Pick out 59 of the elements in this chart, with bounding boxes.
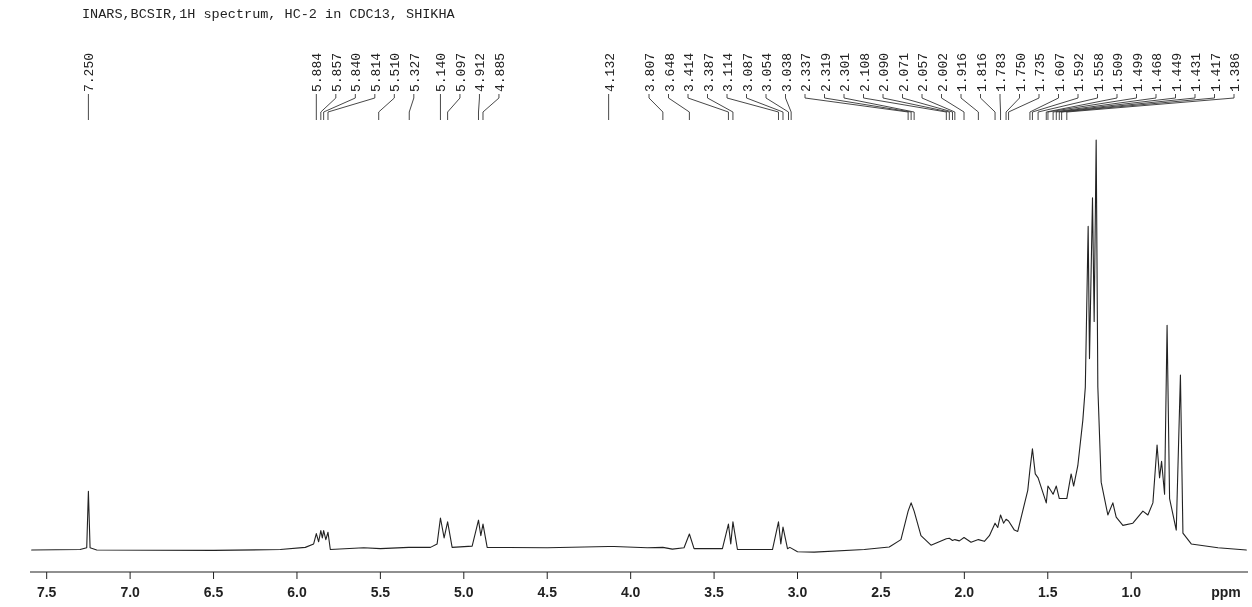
annotation: 1.735 <box>1033 52 1048 92</box>
x-tick-label: 5.5 <box>370 584 391 600</box>
annotation: 2.337 <box>799 52 814 92</box>
annotation: 5.840 <box>349 52 365 92</box>
annotation: 1.816 <box>974 52 990 92</box>
annotation: 1.449 <box>1169 52 1185 92</box>
chart-title: INARS,BCSIR,1H spectrum, HC-2 in CDC13, SHIKHA <box>82 7 456 22</box>
annotation: 7.250 <box>82 52 98 92</box>
annotation: 4.885 <box>492 52 508 92</box>
annotation: 5.097 <box>453 52 469 92</box>
annotation: 2.002 <box>935 52 951 92</box>
annotation: 3.807 <box>643 52 658 92</box>
x-axis-title: ppm <box>1211 584 1241 600</box>
x-tick-label: 2.0 <box>954 584 975 600</box>
annotation: 3.387 <box>701 52 717 92</box>
annotation: 5.857 <box>329 52 345 92</box>
x-tick-label: 5.0 <box>454 584 474 600</box>
annotation: 5.327 <box>407 52 423 92</box>
annotation: 1.916 <box>955 52 970 92</box>
x-tick-label: 1.5 <box>1038 584 1058 600</box>
x-tick-label: 6.0 <box>287 584 307 600</box>
annotation: 5.140 <box>434 52 450 92</box>
annotation: 2.108 <box>857 52 873 92</box>
annotation: 3.414 <box>682 52 697 92</box>
annotation: 2.301 <box>838 52 853 92</box>
annotation: 4.912 <box>473 52 489 92</box>
x-tick-label: 4.0 <box>620 584 641 600</box>
annotation: 5.510 <box>388 52 404 92</box>
annotation: 3.087 <box>740 52 756 92</box>
x-tick-label: 7.0 <box>120 584 141 600</box>
annotation: 2.319 <box>818 52 834 92</box>
annotation: 1.558 <box>1091 52 1107 92</box>
x-tick-label: 3.5 <box>704 584 725 600</box>
annotation: 4.132 <box>602 52 618 92</box>
annotation: 1.417 <box>1208 52 1224 92</box>
x-tick-label: 1.0 <box>1121 584 1142 600</box>
x-tick-label: 6.5 <box>203 584 224 600</box>
annotation: 1.783 <box>994 52 1009 92</box>
x-tick-label: 4.5 <box>537 584 558 600</box>
annotation: 3.054 <box>760 52 775 92</box>
annotation: 2.090 <box>877 52 892 92</box>
x-tick-label: 3.0 <box>787 584 808 600</box>
annotation: 1.386 <box>1228 52 1243 92</box>
annotation: 1.431 <box>1189 52 1204 92</box>
annotation: 1.607 <box>1052 52 1068 92</box>
annotation: 1.509 <box>1111 52 1126 92</box>
annotation: 3.038 <box>779 52 795 92</box>
annotation: 1.592 <box>1072 52 1087 92</box>
x-tick-label: 2.5 <box>871 584 891 600</box>
annotation: 2.071 <box>896 52 912 92</box>
annotation: 1.468 <box>1150 52 1165 92</box>
annotation: 3.114 <box>721 52 736 92</box>
annotation: 1.750 <box>1013 52 1029 92</box>
annotation: 2.057 <box>916 52 931 92</box>
annotation: 5.814 <box>368 52 384 92</box>
annotation: 1.499 <box>1130 52 1146 92</box>
annotation: 5.884 <box>310 52 326 92</box>
annotation: 3.648 <box>662 52 678 92</box>
x-tick-label: 7.5 <box>36 584 57 600</box>
